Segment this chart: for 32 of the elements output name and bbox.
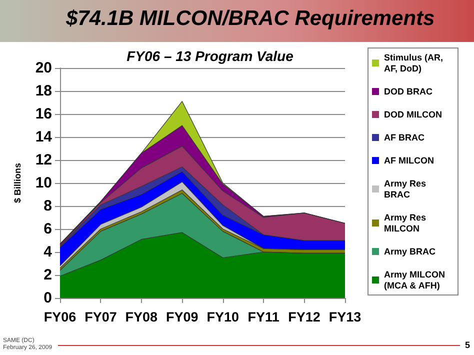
legend-label: AF MILCON (384, 156, 434, 166)
x-tick-label: FY06 (44, 310, 77, 324)
x-tick-label: FY09 (166, 310, 198, 324)
text: 5 (464, 340, 470, 350)
x-tick-label: FY13 (328, 310, 362, 324)
legend-label: AF BRAC (384, 132, 425, 142)
legend-label: Army BRAC (384, 246, 436, 256)
legend-label: Stimulus (AR, AF, DoD) (384, 52, 446, 74)
y-tick-label: 6 (44, 220, 52, 238)
y-tick-label: 8 (44, 198, 52, 214)
y-tick-label: 2 (44, 266, 52, 284)
y-tick-label: 18 (35, 82, 52, 100)
legend-label: Army Res MILCON (384, 212, 429, 234)
y-axis-title: $ Billions (12, 162, 22, 204)
y-tick-label: 12 (35, 152, 52, 168)
legend-label: DOD MILCON (384, 110, 442, 120)
legend-label: Army MILCON (MCA & AFH) (384, 270, 448, 290)
y-tick-label: 4 (44, 244, 53, 260)
y-tick-label: 20 (35, 60, 52, 76)
y-tick-label: 0 (44, 290, 52, 306)
x-tick-label: FY08 (125, 310, 158, 324)
chart-title: $74.1B MILCON/BRAC Requirements (66, 7, 435, 31)
y-tick-label: 10 (35, 174, 52, 192)
chart-subtitle: FY06 – 13 Program Value (126, 48, 294, 64)
y-tick-label: 14 (35, 128, 53, 146)
x-tick-label: FY12 (288, 310, 320, 324)
x-tick-label: FY10 (206, 310, 239, 324)
legend-label: DOD BRAC (384, 86, 433, 96)
x-tick-label: FY07 (84, 310, 117, 324)
x-tick-label: FY11 (248, 310, 280, 324)
legend-label: Army Res BRAC (384, 178, 429, 200)
y-tick-label: 16 (35, 106, 52, 122)
